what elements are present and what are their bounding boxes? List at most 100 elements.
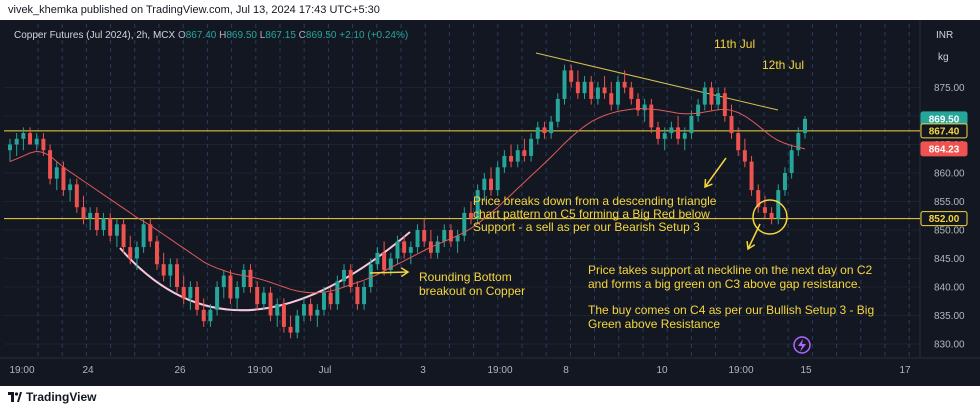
candle-body (375, 252, 380, 265)
close-value: 869.50 (305, 30, 337, 41)
candle-body (261, 292, 266, 305)
moving-average-line (9, 108, 806, 294)
candle (562, 64, 567, 105)
candle-body (656, 127, 661, 139)
candle (722, 87, 727, 122)
candle (268, 287, 273, 322)
candle-body (61, 167, 66, 191)
candle-body (382, 252, 387, 270)
annotation-text: Price takes support at neckline on the n… (588, 263, 872, 277)
candle-body (762, 207, 767, 213)
candle-body (696, 104, 701, 116)
candle-body (649, 104, 654, 128)
candle (622, 70, 627, 94)
weight-unit: kg (938, 52, 949, 63)
candle (776, 184, 781, 225)
candle (789, 144, 794, 179)
candle (301, 298, 306, 322)
candle (716, 87, 721, 111)
candle-body (88, 212, 93, 219)
candle (181, 275, 186, 305)
candle-body (335, 281, 340, 305)
candle-body (615, 81, 620, 105)
lightning-bolt (798, 339, 806, 352)
candle (48, 144, 53, 185)
candle (489, 167, 493, 196)
candle-body (736, 133, 741, 151)
candle (288, 315, 293, 339)
candle-body (68, 184, 73, 191)
time-tick-label: 17 (899, 365, 911, 376)
candle-body (21, 133, 26, 139)
price-tag-label: 852.00 (929, 214, 960, 225)
candle (188, 281, 193, 310)
candle (228, 269, 233, 305)
price-tag: 852.00 (920, 211, 968, 227)
candle (756, 184, 761, 213)
candle-body (201, 309, 206, 322)
candle (168, 258, 173, 287)
price-tick-label: 850.00 (934, 226, 965, 237)
candle (542, 121, 547, 139)
brand-name[interactable]: TradingView (26, 390, 97, 404)
candle-body (642, 104, 647, 111)
candle (68, 178, 73, 202)
candle (656, 121, 661, 145)
candle (355, 281, 360, 310)
candle (803, 116, 807, 139)
candle (569, 64, 574, 88)
high-value: 869.50 (226, 30, 257, 41)
symbol-name[interactable]: Copper Futures (Jul 2024), 2h, MCX (14, 30, 176, 41)
candle (348, 264, 353, 293)
price-tag-label: 864.23 (929, 144, 960, 155)
candle (782, 167, 787, 196)
candle-body (435, 241, 440, 253)
candle (615, 76, 620, 111)
candle-body (368, 264, 373, 287)
candle (28, 127, 33, 145)
candle (81, 195, 86, 225)
candle-body (502, 155, 507, 168)
candle-body (756, 190, 761, 208)
candle (342, 264, 347, 287)
candle-body (468, 212, 473, 219)
candle-body (301, 304, 306, 316)
candle (195, 281, 200, 316)
brand-footer: TradingView (0, 386, 980, 408)
support-circle (752, 199, 788, 235)
candle-body (448, 230, 453, 242)
candle-body (315, 309, 320, 316)
candle (602, 76, 607, 99)
candle (408, 241, 413, 265)
candle (134, 241, 139, 270)
candle (509, 144, 514, 168)
candle (522, 138, 527, 162)
candle-body (195, 287, 200, 310)
close-key: C (298, 30, 306, 41)
annotation-text: chart pattern on C5 forming a Big Red be… (473, 207, 710, 221)
candle (749, 155, 754, 196)
candle-body (515, 150, 520, 162)
price-tag-label: 869.50 (929, 114, 960, 125)
candle (769, 207, 774, 225)
chart-background (0, 20, 980, 386)
candle (609, 81, 614, 111)
candle-body (108, 218, 113, 236)
candle (101, 212, 106, 236)
candle-body (575, 81, 580, 94)
candle-body (489, 178, 493, 191)
arrow-shaft (369, 271, 409, 274)
candle-body (235, 287, 240, 299)
candle (529, 133, 534, 162)
price-tick-label: 875.00 (934, 83, 965, 94)
candle (14, 133, 19, 156)
currency-unit: INR (936, 30, 954, 41)
candle-body (14, 138, 19, 145)
candle (8, 138, 12, 162)
candle (161, 252, 166, 282)
annotations: 11th Jul 12th Jul Price breaks down from a… (419, 37, 874, 331)
candle-body (342, 269, 347, 282)
candle (462, 207, 467, 242)
